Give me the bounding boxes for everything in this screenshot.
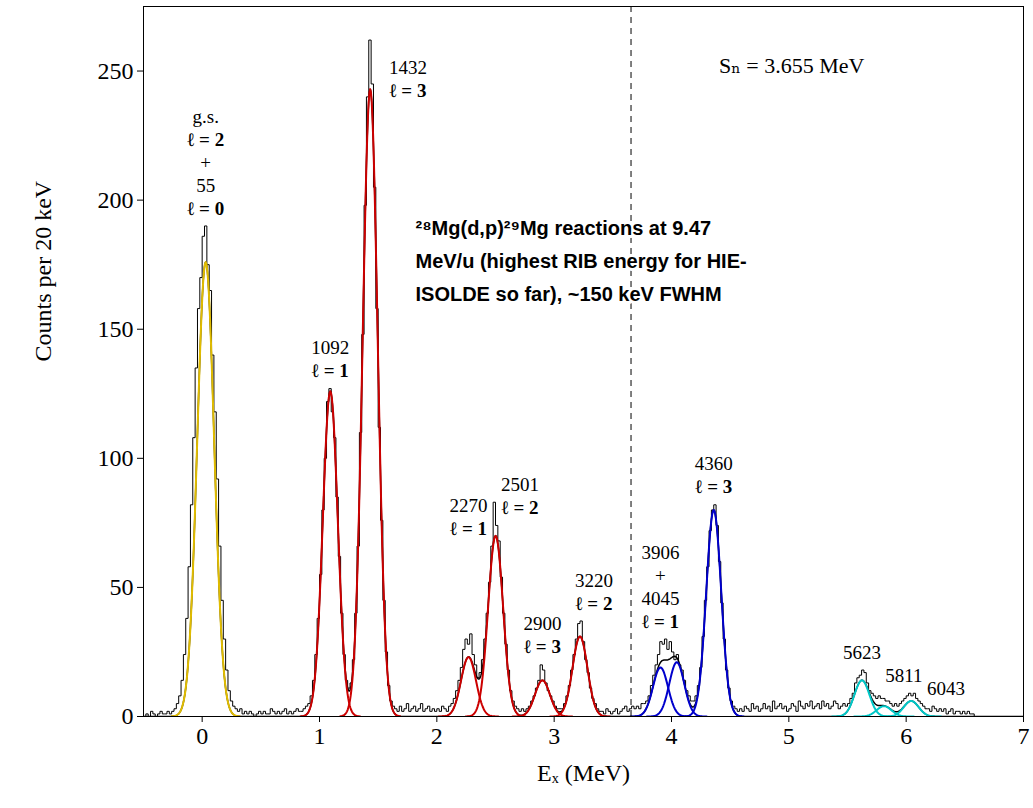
svg-text:ℓ = 1: ℓ = 1 (642, 611, 679, 632)
svg-text:²⁸Mg(d,p)²⁹Mg reactions at 9.4: ²⁸Mg(d,p)²⁹Mg reactions at 9.47MeV/u (hi… (416, 217, 747, 305)
svg-text:5811: 5811 (885, 665, 922, 686)
svg-text:2270: 2270 (450, 495, 488, 516)
svg-text:2: 2 (431, 723, 443, 749)
svg-text:0: 0 (196, 723, 208, 749)
svg-text:200: 200 (98, 187, 134, 213)
svg-text:4: 4 (666, 723, 678, 749)
svg-text:Counts per 20 keV: Counts per 20 keV (30, 180, 56, 361)
svg-text:3: 3 (548, 723, 560, 749)
svg-text:5: 5 (783, 723, 795, 749)
svg-text:ℓ = 1: ℓ = 1 (450, 518, 487, 539)
svg-text:1092: 1092 (311, 337, 349, 358)
svg-text:1432: 1432 (389, 57, 427, 78)
svg-text:55: 55 (196, 175, 215, 196)
svg-text:ℓ = 3: ℓ = 3 (695, 476, 732, 497)
svg-text:Sₙ = 3.655 MeV: Sₙ = 3.655 MeV (719, 53, 864, 78)
svg-text:0: 0 (122, 703, 134, 729)
svg-text:ℓ = 3: ℓ = 3 (524, 636, 561, 657)
svg-text:ℓ = 2: ℓ = 2 (575, 593, 612, 614)
svg-text:100: 100 (98, 445, 134, 471)
svg-text:3906: 3906 (641, 542, 679, 563)
svg-text:+: + (655, 565, 666, 586)
svg-text:2501: 2501 (501, 474, 539, 495)
svg-text:5623: 5623 (843, 642, 881, 663)
svg-text:2900: 2900 (523, 613, 561, 634)
svg-text:+: + (200, 152, 211, 173)
svg-text:1: 1 (314, 723, 326, 749)
svg-text:7: 7 (1018, 723, 1030, 749)
svg-text:6: 6 (900, 723, 912, 749)
svg-text:ℓ = 0: ℓ = 0 (187, 198, 224, 219)
svg-text:ℓ = 3: ℓ = 3 (389, 80, 426, 101)
svg-text:50: 50 (110, 574, 134, 600)
svg-text:250: 250 (98, 58, 134, 84)
svg-text:g.s.: g.s. (192, 106, 218, 127)
svg-text:ℓ = 2: ℓ = 2 (502, 497, 539, 518)
svg-text:4045: 4045 (641, 588, 679, 609)
svg-text:ℓ = 1: ℓ = 1 (312, 360, 349, 381)
svg-text:3220: 3220 (575, 570, 613, 591)
svg-text:4360: 4360 (695, 453, 733, 474)
svg-text:Eₓ (MeV): Eₓ (MeV) (537, 760, 630, 786)
svg-text:150: 150 (98, 316, 134, 342)
svg-text:6043: 6043 (927, 678, 965, 699)
svg-text:ℓ = 2: ℓ = 2 (187, 129, 224, 150)
